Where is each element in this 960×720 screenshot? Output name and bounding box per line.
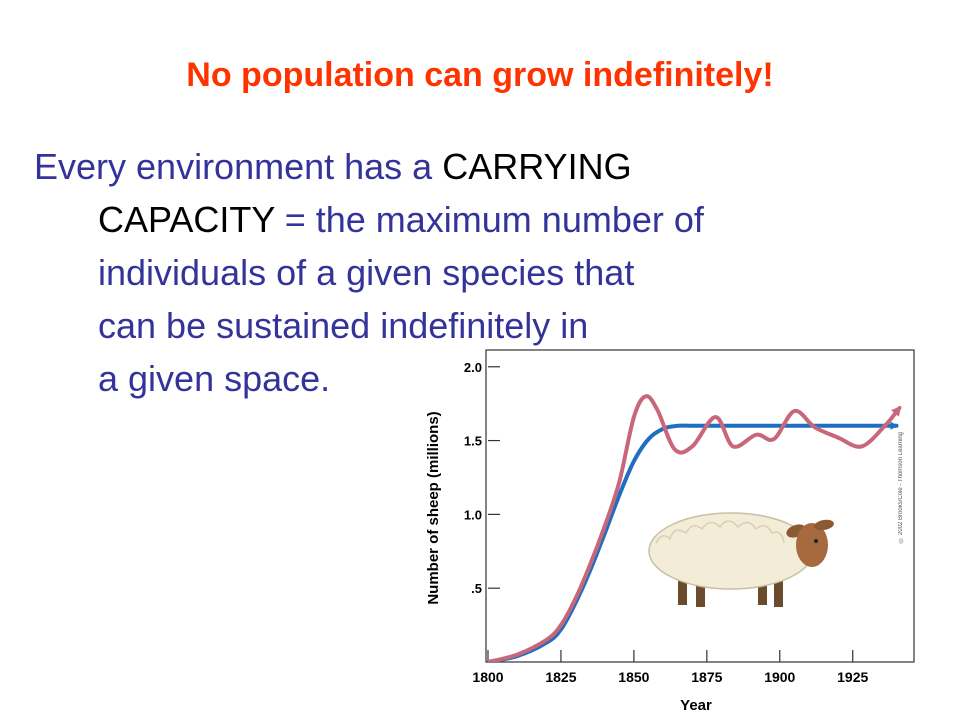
image-credit: © 2002 Brooks/Cole - Thomson Learning (898, 432, 904, 543)
definition-text: = the maximum number of (274, 199, 704, 240)
x-tick-label: 1875 (691, 669, 722, 685)
x-tick-label: 1900 (764, 669, 795, 685)
sheep-population-chart: .5 1.0 1.5 2.0 1800 1825 1850 1875 1900 1925 Num… (425, 349, 915, 714)
plot-area (485, 349, 915, 663)
y-axis: .5 1.0 1.5 2.0 (464, 360, 500, 596)
definition-line-2: CAPACITY = the maximum number of (34, 193, 834, 246)
x-tick-label: 1800 (472, 669, 503, 685)
definition-line-3: individuals of a given species that (98, 252, 635, 293)
carrying-capacity-line (488, 421, 899, 662)
y-tick-label: .5 (471, 581, 482, 596)
definition-line-4: can be sustained indefinitely in (98, 305, 589, 346)
term-carrying: CARRYING (442, 146, 632, 187)
definition-line-1: Every environment has a CARRYING (34, 140, 834, 193)
x-tick-label: 1825 (545, 669, 576, 685)
y-tick-label: 2.0 (464, 360, 482, 375)
y-axis-label: Number of sheep (millions) (425, 411, 442, 604)
term-capacity: CAPACITY (98, 199, 275, 240)
actual-population-line (488, 394, 902, 662)
definition-text: Every environment has a (34, 146, 443, 187)
x-tick-label: 1925 (837, 669, 868, 685)
x-axis: 1800 1825 1850 1875 1900 1925 (472, 650, 869, 685)
x-axis-label: Year (680, 697, 712, 714)
sheep-illustration (648, 512, 834, 607)
y-tick-label: 1.5 (464, 434, 482, 449)
slide-title: No population can grow indefinitely! (186, 56, 774, 94)
carrying-capacity-definition: Every environment has a CARRYING CAPACIT… (34, 140, 834, 405)
y-tick-label: 1.0 (464, 507, 482, 522)
definition-line-5: a given space. (98, 358, 331, 399)
x-tick-label: 1850 (618, 669, 649, 685)
